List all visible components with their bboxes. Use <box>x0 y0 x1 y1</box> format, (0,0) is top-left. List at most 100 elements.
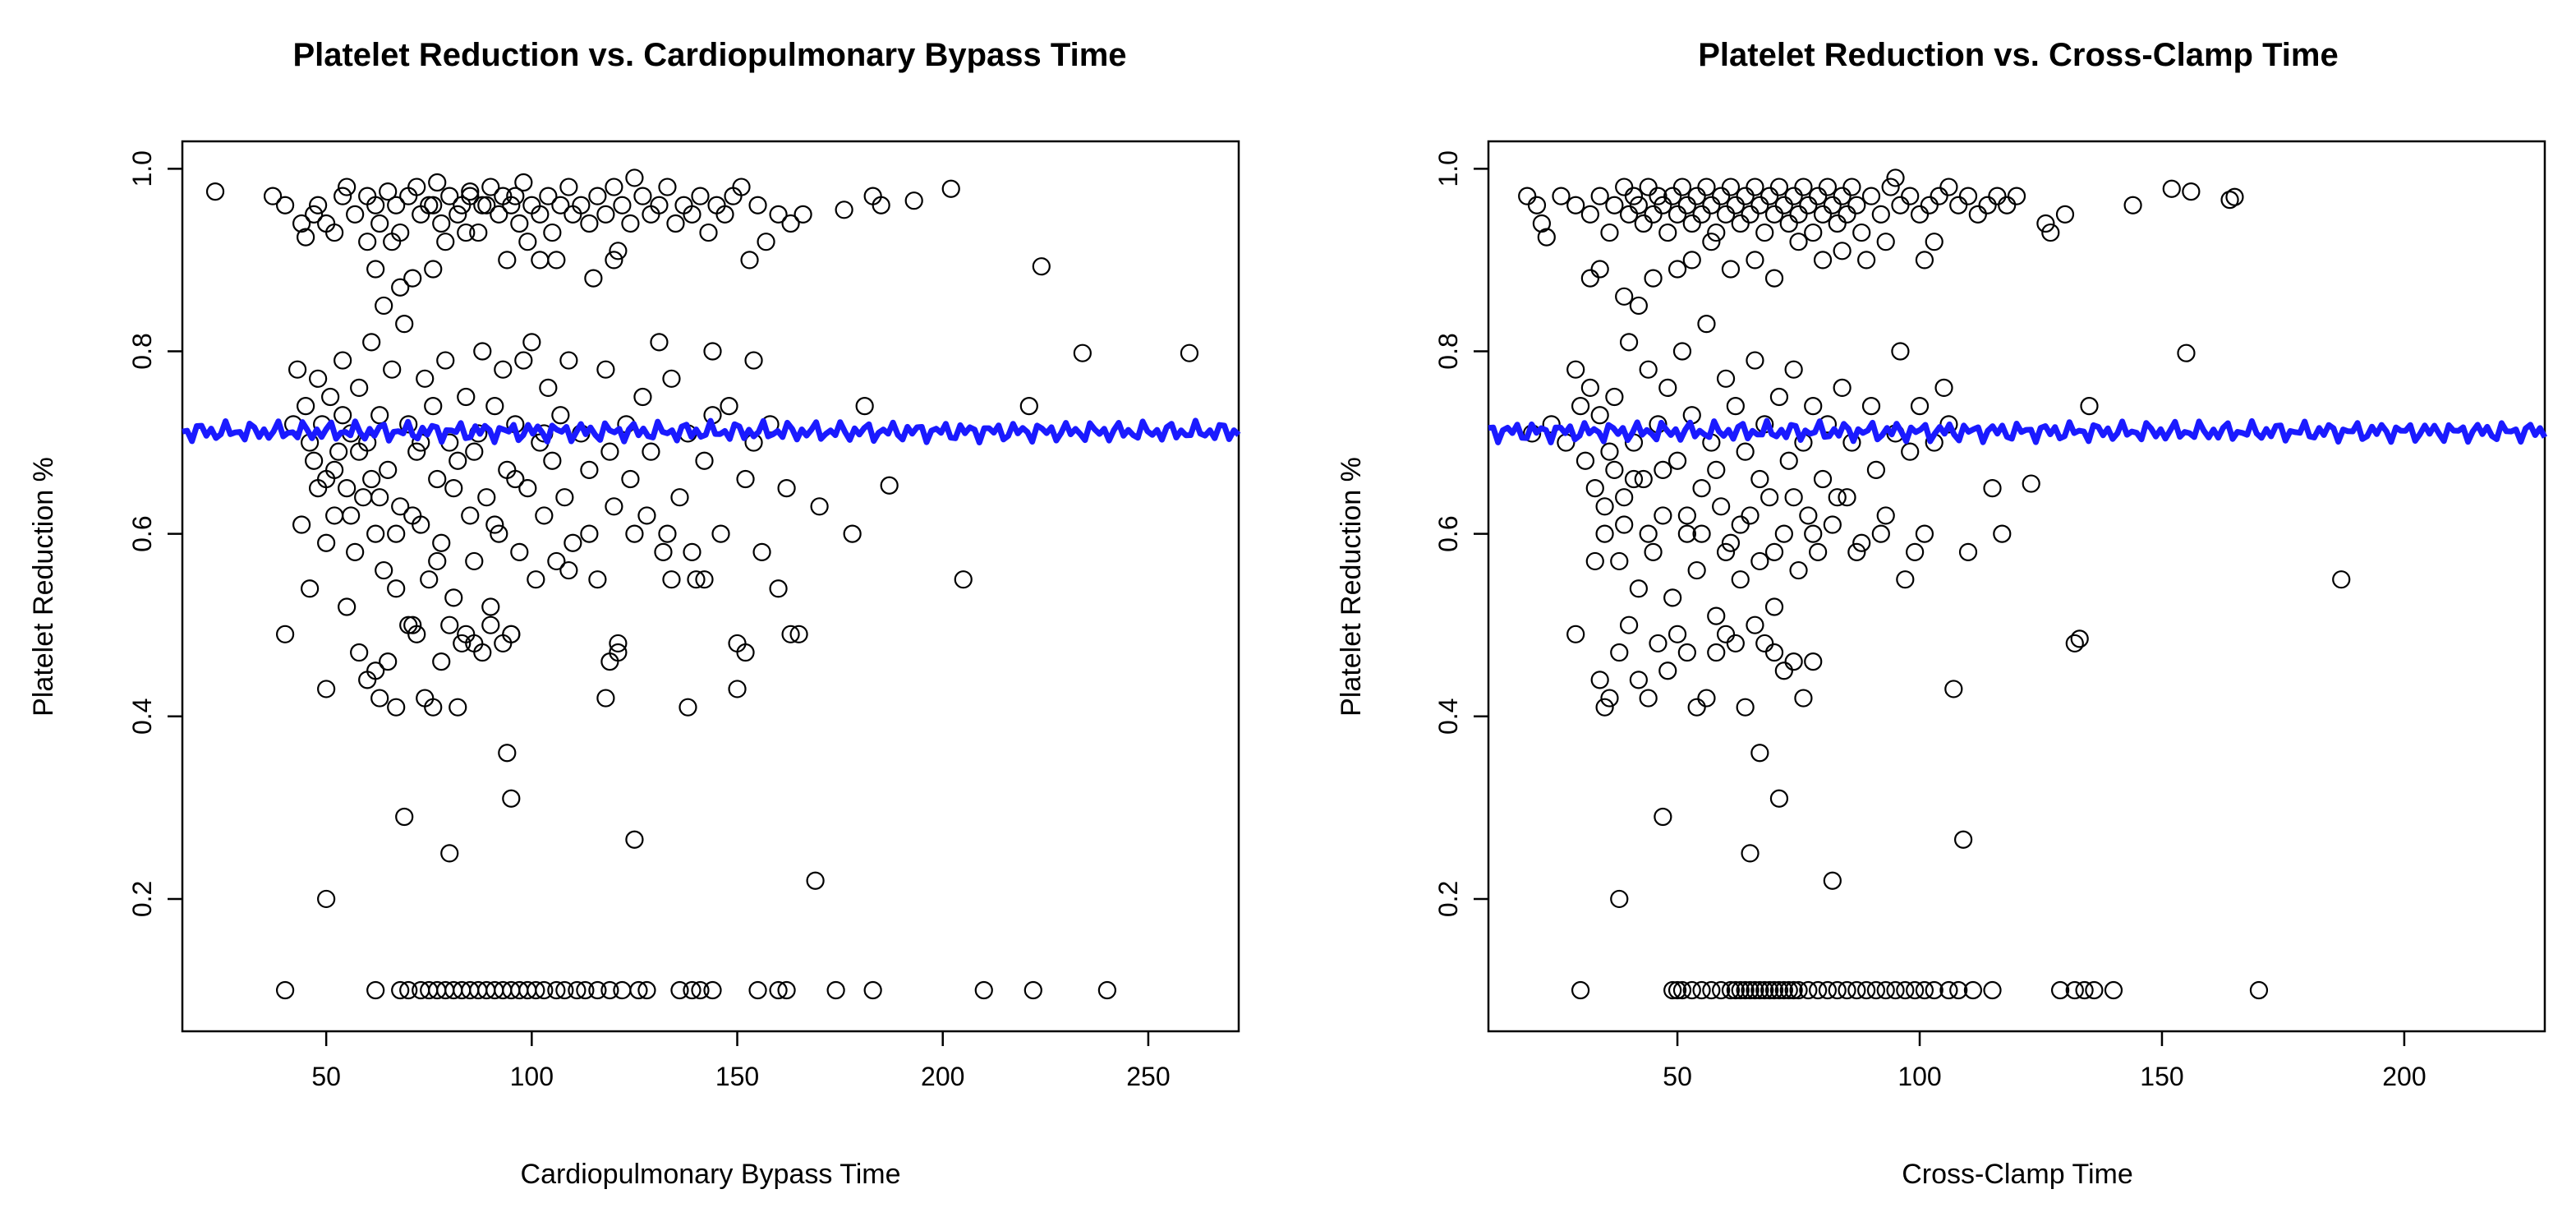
data-point <box>736 469 755 489</box>
x-tick-label: 50 <box>1663 1062 1692 1091</box>
data-point <box>1784 980 1803 1000</box>
data-point <box>502 196 521 214</box>
data-point <box>1605 387 1624 407</box>
data-point <box>1769 980 1789 1000</box>
data-point <box>485 515 504 534</box>
data-point <box>543 223 562 242</box>
data-point <box>461 182 480 201</box>
data-point <box>1750 980 1769 1000</box>
data-point <box>1595 524 1614 543</box>
data-point <box>609 643 628 662</box>
data-point <box>2182 182 2201 201</box>
data-point <box>1901 187 1920 205</box>
data-point <box>752 542 771 561</box>
data-point <box>662 570 681 589</box>
data-point <box>2065 980 2084 1000</box>
data-point <box>407 625 426 643</box>
data-point <box>642 442 660 461</box>
data-point <box>2104 980 2123 1000</box>
data-point <box>1687 187 1706 205</box>
data-point <box>863 980 882 1000</box>
data-point <box>683 542 702 561</box>
data-point <box>1692 524 1711 543</box>
data-point <box>440 187 459 205</box>
data-point <box>432 652 451 671</box>
chart-1-y-axis-label: Platelet Reduction % <box>28 457 59 717</box>
data-point <box>1886 168 1905 187</box>
data-point <box>350 442 369 461</box>
data-point <box>1672 342 1692 361</box>
data-point <box>1619 333 1639 352</box>
x-tick-label: 150 <box>2140 1062 2183 1091</box>
data-point <box>1741 506 1760 525</box>
data-point <box>527 570 545 589</box>
data-point <box>781 214 800 233</box>
data-point <box>1736 980 1755 1000</box>
data-point <box>391 497 410 516</box>
data-point <box>1804 652 1823 671</box>
data-point <box>559 351 578 370</box>
data-point <box>1639 177 1658 196</box>
data-point <box>444 478 463 498</box>
data-point <box>1804 524 1823 543</box>
data-point <box>1764 269 1784 288</box>
data-point <box>366 260 385 279</box>
data-point <box>2007 187 2026 205</box>
data-point <box>424 397 443 416</box>
data-point <box>1672 980 1692 1000</box>
data-point <box>1774 662 1793 680</box>
y-tick-label: 0.4 <box>127 698 157 735</box>
data-point <box>1774 524 1793 543</box>
data-point <box>1750 196 1769 214</box>
data-point <box>777 980 796 1000</box>
data-point <box>1774 980 1793 1000</box>
data-point <box>1605 460 1624 479</box>
data-point <box>1736 187 1755 205</box>
data-point <box>564 533 582 552</box>
data-point <box>1958 187 1978 205</box>
data-point <box>461 187 480 205</box>
data-point <box>1721 260 1741 279</box>
data-point <box>1906 980 1925 1000</box>
data-point <box>1746 980 1764 1000</box>
data-point <box>1097 980 1116 1000</box>
data-point <box>1649 187 1668 205</box>
data-point <box>1954 830 1973 849</box>
data-point <box>1741 980 1760 1000</box>
data-point <box>609 634 628 653</box>
data-point <box>769 579 788 598</box>
data-point <box>1634 469 1653 489</box>
data-point <box>539 187 558 205</box>
data-point <box>843 524 862 543</box>
data-point <box>699 223 718 242</box>
data-point <box>629 980 648 1000</box>
chart-2-y-axis: 0.2 0.4 0.6 0.8 1.0 <box>1433 150 1488 917</box>
data-point <box>678 698 697 717</box>
chart-1: Platelet Reduction vs. Cardiopulmonary B… <box>28 37 1241 1190</box>
data-point <box>1677 643 1696 662</box>
data-point <box>1668 625 1687 643</box>
data-point <box>1925 233 1944 251</box>
data-point <box>691 980 710 1000</box>
data-point <box>1847 980 1866 1000</box>
data-point <box>2177 343 2196 362</box>
data-point <box>1866 460 1886 479</box>
data-point <box>387 196 406 214</box>
data-point <box>769 205 788 224</box>
data-point <box>1668 980 1687 1000</box>
data-point <box>350 378 369 398</box>
data-point <box>1857 251 1876 270</box>
data-point <box>1682 980 1701 1000</box>
data-point <box>695 451 714 470</box>
data-point <box>1818 177 1838 196</box>
y-tick-label: 1.0 <box>127 150 157 187</box>
data-point <box>625 168 644 187</box>
data-point <box>670 488 689 507</box>
data-point <box>325 506 344 525</box>
data-point <box>1658 662 1677 680</box>
y-tick-label: 0.4 <box>1433 698 1463 735</box>
data-point <box>1672 177 1692 196</box>
data-point <box>596 689 615 708</box>
data-point <box>1963 980 1983 1000</box>
data-point <box>1823 515 1842 534</box>
